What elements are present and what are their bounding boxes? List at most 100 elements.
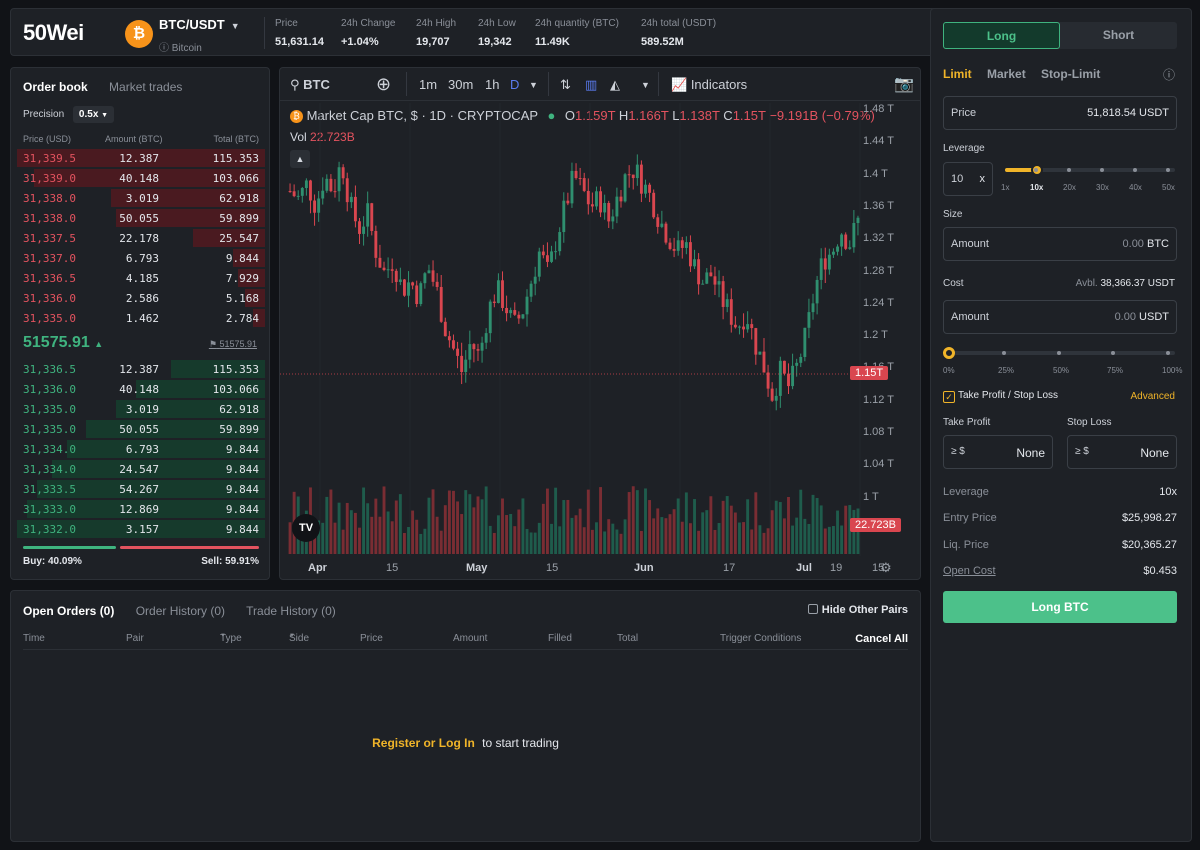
percent-mark[interactable]: 75%: [1107, 366, 1124, 375]
ask-row[interactable]: 31,336.5 4.185 7.929: [17, 268, 265, 288]
volume-bar: [492, 532, 496, 554]
volume-bar: [807, 523, 811, 554]
percent-mark[interactable]: 100%: [1162, 366, 1183, 375]
candle-body: [370, 203, 374, 231]
candle-body: [452, 340, 455, 349]
hide-other-pairs-toggle[interactable]: Hide Other Pairs: [807, 604, 908, 616]
leverage-mark[interactable]: 40x: [1129, 183, 1142, 192]
tab-market-trades[interactable]: Market trades: [109, 80, 183, 94]
depth-bar: [17, 520, 265, 538]
area-chart-icon[interactable]: ◭: [610, 77, 620, 92]
ask-row[interactable]: 31,339.0 40.148 103.066: [17, 168, 265, 188]
bid-row[interactable]: 31,336.0 40.148 103.066: [17, 379, 265, 399]
percent-mark[interactable]: 0%: [943, 366, 955, 375]
tab-order-book[interactable]: Order book: [23, 80, 88, 94]
bid-row[interactable]: 31,334.0 6.793 9.844: [17, 439, 265, 459]
leverage-mark[interactable]: 50x: [1162, 183, 1175, 192]
percent-mark[interactable]: 25%: [998, 366, 1015, 375]
mark-price[interactable]: ⚑ 51575.91: [208, 339, 257, 349]
candle-body: [832, 251, 835, 255]
stop-loss-input[interactable]: ≥ $ None: [1067, 435, 1177, 469]
candle-body: [635, 164, 639, 179]
long-btc-button[interactable]: Long BTC: [943, 591, 1177, 623]
leverage-slider[interactable]: [1005, 168, 1175, 172]
leverage-mark[interactable]: 10x: [1030, 183, 1044, 192]
volume-bar: [570, 517, 574, 554]
buy-sell-ratio-bar: [23, 546, 259, 549]
percent-slider[interactable]: [949, 351, 1175, 355]
long-tab[interactable]: Long: [943, 22, 1060, 49]
interval-1m[interactable]: 1m: [419, 77, 438, 92]
tab-order-history[interactable]: Order History (0): [135, 604, 226, 618]
candle-body: [582, 178, 586, 191]
advanced-link[interactable]: Advanced: [1130, 391, 1175, 402]
order-total: 62.918: [219, 403, 259, 416]
pair-selector[interactable]: BTC/USDT ▼: [159, 17, 240, 32]
leverage-mark[interactable]: 20x: [1063, 183, 1076, 192]
volume-bar: [468, 494, 472, 554]
interval-30m[interactable]: 30m: [448, 77, 474, 92]
short-tab[interactable]: Short: [1102, 28, 1135, 42]
ask-row[interactable]: 31,338.0 50.055 59.899: [17, 208, 265, 228]
tab-stop-limit[interactable]: Stop-Limit: [1041, 67, 1101, 81]
logo[interactable]: 50Wei: [23, 20, 84, 45]
candle-body: [337, 167, 341, 192]
indicators-button[interactable]: 📈 Indicators: [671, 77, 748, 92]
candle-body: [362, 226, 366, 234]
symbol-search[interactable]: ⚲ BTC: [290, 77, 330, 92]
bid-row[interactable]: 31,334.0 24.547 9.844: [17, 459, 265, 479]
percent-knob[interactable]: [943, 347, 955, 359]
tab-trade-history[interactable]: Trade History (0): [246, 604, 336, 618]
precision-select[interactable]: 0.5x ▼: [72, 106, 115, 123]
tab-market[interactable]: Market: [987, 67, 1026, 81]
candle-body: [443, 321, 447, 337]
tpsl-toggle[interactable]: ✓ Take Profit / Stop Loss: [943, 390, 1058, 403]
y-tick-label: 1.4 T: [863, 167, 888, 180]
ask-row[interactable]: 31,336.0 2.586 5.168: [17, 288, 265, 308]
cost-input[interactable]: Amount 0.00 USDT: [943, 300, 1177, 334]
price-chart[interactable]: [280, 68, 920, 578]
cancel-all-button[interactable]: Cancel All: [855, 633, 908, 645]
tab-open-orders[interactable]: Open Orders (0): [23, 604, 115, 618]
chevron-down-icon[interactable]: ▼: [529, 80, 538, 90]
info-icon[interactable]: ⓘ: [1162, 68, 1175, 82]
candles-icon[interactable]: ▥: [585, 77, 598, 92]
tab-limit[interactable]: Limit: [943, 67, 972, 81]
bid-row[interactable]: 31,333.0 12.869 9.844: [17, 499, 265, 519]
leverage-input[interactable]: 10 x: [943, 162, 993, 196]
percent-mark[interactable]: 50%: [1053, 366, 1070, 375]
checkbox[interactable]: [807, 604, 818, 614]
order-total: 25.547: [219, 232, 259, 245]
ask-row[interactable]: 31,338.0 3.019 62.918: [17, 188, 265, 208]
compare-icon[interactable]: ⇅: [560, 77, 571, 92]
candle-body: [407, 282, 410, 296]
volume-bar: [521, 498, 525, 554]
chevron-down-icon[interactable]: ▼: [641, 80, 650, 90]
ask-row[interactable]: 31,337.0 6.793 9.844: [17, 248, 265, 268]
price-input[interactable]: Price 51,818.54 USDT: [943, 96, 1177, 130]
take-profit-input[interactable]: ≥ $ None: [943, 435, 1053, 469]
bid-row[interactable]: 31,335.0 3.019 62.918: [17, 399, 265, 419]
bid-row[interactable]: 31,333.5 54.267 9.844: [17, 479, 265, 499]
interval-d[interactable]: D: [510, 77, 520, 92]
tradingview-logo[interactable]: TV: [292, 514, 320, 542]
leverage-mark[interactable]: 30x: [1096, 183, 1109, 192]
register-login-link[interactable]: Register or Log In: [372, 736, 475, 750]
bid-row[interactable]: 31,335.0 50.055 59.899: [17, 419, 265, 439]
bid-row[interactable]: 31,332.0 3.157 9.844: [17, 519, 265, 539]
size-input[interactable]: Amount 0.00 BTC: [943, 227, 1177, 261]
collapse-legend-icon[interactable]: ▲: [290, 150, 310, 168]
candle-body: [358, 221, 361, 234]
ask-row[interactable]: 31,337.5 22.178 25.547: [17, 228, 265, 248]
settings-gear-icon[interactable]: ⚙: [880, 560, 892, 575]
interval-1h[interactable]: 1h: [485, 77, 500, 92]
camera-icon[interactable]: 📷: [894, 76, 914, 93]
candle-body: [521, 314, 525, 319]
ask-row[interactable]: 31,339.5 12.387 115.353: [17, 148, 265, 168]
leverage-mark[interactable]: 1x: [1001, 183, 1010, 192]
bid-row[interactable]: 31,336.5 12.387 115.353: [17, 359, 265, 379]
ask-row[interactable]: 31,335.0 1.462 2.784: [17, 308, 265, 328]
checkbox-checked-icon[interactable]: ✓: [943, 391, 955, 403]
add-symbol-icon[interactable]: ⊕: [376, 74, 392, 94]
info-icon: ⓘ: [159, 43, 169, 54]
